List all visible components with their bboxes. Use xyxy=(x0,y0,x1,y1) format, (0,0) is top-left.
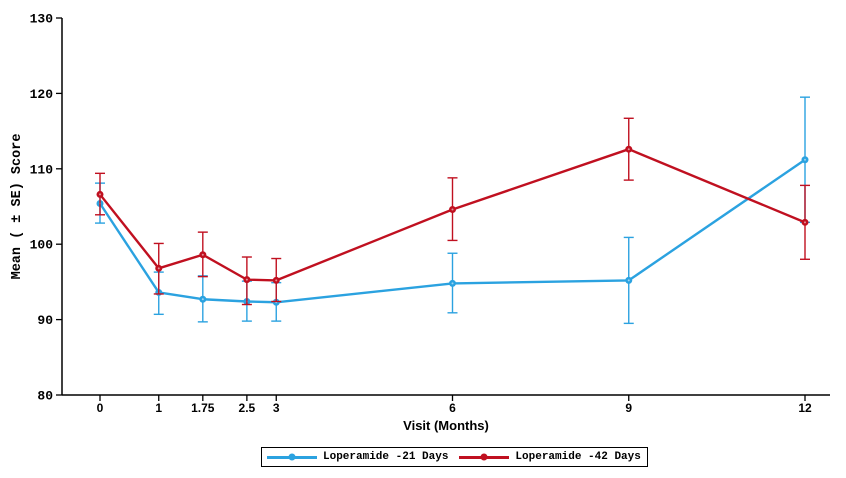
data-point-marker-center xyxy=(99,193,101,196)
y-tick-label: 110 xyxy=(30,162,54,177)
legend-item-loperamide-21-days: Loperamide -21 Days xyxy=(267,451,448,463)
chart-legend: Loperamide -21 Days Loperamide -42 Days xyxy=(261,447,648,467)
series-1-group xyxy=(95,117,810,306)
legend-line-sample-red xyxy=(459,453,510,461)
x-tick-label: 0 xyxy=(97,401,104,415)
series-line xyxy=(98,158,806,304)
legend-line-sample-blue xyxy=(267,453,317,461)
x-axis-title: Visit (Months) xyxy=(403,418,489,433)
x-tick-label: 9 xyxy=(625,401,632,415)
y-axis-title: Mean ( ± SE) Score xyxy=(10,134,25,280)
data-point-marker-center xyxy=(451,208,454,211)
y-tick-label: 100 xyxy=(30,238,54,253)
data-point-marker-center xyxy=(275,279,278,282)
data-point-marker-center xyxy=(804,221,806,224)
y-tick-label: 80 xyxy=(37,389,53,404)
legend-label: Loperamide -21 Days xyxy=(323,451,449,463)
y-tick-label: 120 xyxy=(30,87,54,102)
legend-marker-icon xyxy=(288,453,296,461)
data-point-marker-center xyxy=(804,158,806,161)
line-chart-plot: 80 90 100 110 120 130 0 1 1.75 2.5 3 6 9 12 Visit (Mon… xyxy=(10,12,830,433)
legend-marker-icon xyxy=(480,453,488,461)
data-point-marker-center xyxy=(627,148,630,151)
series-line xyxy=(99,147,806,282)
x-tick-label: 1 xyxy=(155,401,162,415)
x-tick-label: 2.5 xyxy=(239,401,256,415)
x-tick-label: 1.75 xyxy=(191,401,215,415)
data-point-marker-center xyxy=(451,282,454,285)
data-point-marker-center xyxy=(627,279,630,282)
data-point-marker-center xyxy=(245,278,248,281)
data-point-marker-center xyxy=(201,253,204,256)
x-tick-label: 3 xyxy=(273,401,280,415)
data-point-marker-center xyxy=(157,267,160,270)
legend-item-loperamide-42-days: Loperamide -42 Days xyxy=(459,451,641,463)
y-tick-label: 90 xyxy=(37,313,53,328)
x-tick-label: 12 xyxy=(798,401,812,415)
y-tick-label: 130 xyxy=(30,12,54,27)
legend-label: Loperamide -42 Days xyxy=(515,451,641,463)
x-tick-label: 6 xyxy=(449,401,456,415)
data-point-marker-center xyxy=(201,298,204,301)
